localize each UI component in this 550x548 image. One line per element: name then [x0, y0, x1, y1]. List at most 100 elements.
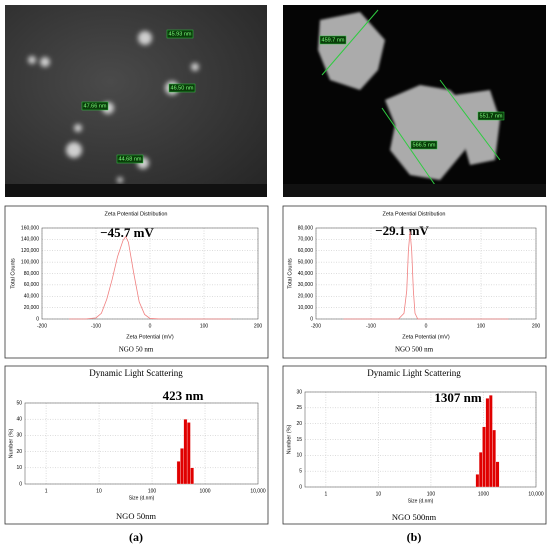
bar	[475, 474, 480, 488]
bar	[190, 467, 194, 485]
y-tick-label: 0	[299, 484, 302, 490]
sem-label: 46.50 nm	[171, 85, 194, 91]
sem-label: 566.5 nm	[413, 142, 436, 148]
annotation: 423 nm	[163, 388, 204, 403]
y-tick-label: 160,000	[21, 225, 39, 231]
y-tick-label: 70,000	[298, 237, 314, 243]
x-tick-label: 1	[45, 488, 48, 494]
sem-label: 45.93 nm	[169, 31, 192, 37]
y-tick-label: 140,000	[21, 237, 39, 243]
x-axis-label: Zeta Potential (mV)	[126, 334, 174, 340]
x-tick-label: 100	[427, 491, 436, 497]
y-axis-label: Number (%)	[286, 425, 292, 455]
bar	[482, 426, 486, 488]
bar	[495, 461, 500, 488]
y-tick-label: 0	[19, 481, 22, 487]
x-tick-label: 100	[148, 488, 157, 494]
x-tick-label: 0	[425, 323, 428, 329]
sem-label-box	[319, 35, 347, 45]
y-tick-label: 50	[16, 400, 22, 406]
y-tick-label: 40,000	[24, 294, 40, 300]
x-tick-label: 1000	[199, 488, 210, 494]
chart-footer: NGO 50 nm	[119, 346, 154, 354]
y-axis-label: Number (%)	[8, 429, 14, 459]
bar	[488, 395, 493, 488]
chart-footer: NGO 500 nm	[395, 346, 434, 354]
x-tick-label: 100	[200, 323, 209, 329]
x-axis-label: Size (d.nm)	[129, 495, 155, 501]
sem-label-box	[477, 111, 505, 121]
sem-image-a	[5, 5, 267, 197]
data-line	[343, 231, 509, 320]
chart-title: Dynamic Light Scattering	[367, 368, 461, 378]
y-tick-label: 60,000	[24, 282, 40, 288]
bar	[183, 419, 188, 485]
y-tick-label: 10	[296, 453, 302, 459]
x-tick-label: -200	[311, 323, 321, 329]
y-tick-label: 30	[16, 433, 22, 439]
x-tick-label: -100	[91, 323, 101, 329]
panel-label: (b)	[407, 530, 422, 544]
annotation: −29.1 mV	[375, 223, 429, 238]
chart-title: Dynamic Light Scattering	[89, 368, 183, 378]
y-tick-label: 20	[16, 449, 22, 455]
x-tick-label: 10	[376, 491, 382, 497]
x-tick-label: 1	[325, 491, 328, 497]
sem-label-box	[410, 140, 438, 150]
x-tick-label: 10,000	[250, 488, 266, 494]
y-tick-label: 80,000	[298, 225, 314, 231]
y-tick-label: 100,000	[21, 259, 39, 265]
x-axis-label: Size (d.nm)	[408, 498, 434, 504]
x-tick-label: 0	[149, 323, 152, 329]
y-tick-label: 40,000	[298, 271, 314, 277]
chart-footer: NGO 50nm	[116, 511, 156, 521]
x-axis-label: Zeta Potential (mV)	[402, 334, 450, 340]
y-tick-label: 15	[296, 437, 302, 443]
annotation: 1307 nm	[434, 390, 481, 405]
bar	[485, 398, 490, 488]
y-tick-label: 20,000	[298, 294, 314, 300]
y-tick-label: 80,000	[24, 271, 40, 277]
x-tick-label: 200	[532, 323, 541, 329]
sem-label: 44.68 nm	[119, 156, 142, 162]
sem-label-box	[116, 154, 144, 164]
chart-title: Zeta Potential Distribution	[105, 211, 168, 217]
sem-label-box	[166, 29, 194, 39]
chart-title: Zeta Potential Distribution	[383, 211, 446, 217]
plot-frame	[304, 391, 537, 488]
bar	[478, 452, 483, 488]
x-tick-label: 200	[254, 323, 263, 329]
y-tick-label: 30,000	[298, 282, 314, 288]
bar	[176, 461, 181, 485]
y-tick-label: 60,000	[298, 248, 314, 254]
y-tick-label: 120,000	[21, 248, 39, 254]
x-tick-label: 10	[96, 488, 102, 494]
y-axis-label: Total Counts	[287, 258, 293, 289]
y-tick-label: 20,000	[24, 305, 40, 311]
y-tick-label: 20	[296, 421, 302, 427]
y-tick-label: 30	[296, 389, 302, 395]
y-axis-label: Total Counts	[10, 258, 16, 289]
chart-footer: NGO 500nm	[392, 512, 437, 522]
y-tick-label: 0	[36, 316, 39, 322]
bar	[180, 448, 184, 485]
x-tick-label: 100	[477, 323, 486, 329]
x-tick-label: 1000	[478, 491, 489, 497]
chart-frames	[4, 205, 547, 525]
plot-frame	[41, 227, 259, 320]
bar	[492, 429, 496, 488]
panel-label: (a)	[129, 530, 143, 544]
y-tick-label: 50,000	[298, 259, 314, 265]
x-tick-label: 10,000	[528, 491, 544, 497]
plot-frame	[24, 402, 259, 485]
y-tick-label: 10	[16, 465, 22, 471]
y-tick-label: 40	[16, 417, 22, 423]
sem-label: 47.66 nm	[84, 103, 107, 109]
sem-image-b	[283, 5, 546, 197]
sem-label: 459.7 nm	[322, 37, 345, 43]
data-line	[69, 235, 231, 320]
y-tick-label: 25	[296, 405, 302, 411]
x-tick-label: -100	[366, 323, 376, 329]
y-tick-label: 10,000	[298, 305, 314, 311]
